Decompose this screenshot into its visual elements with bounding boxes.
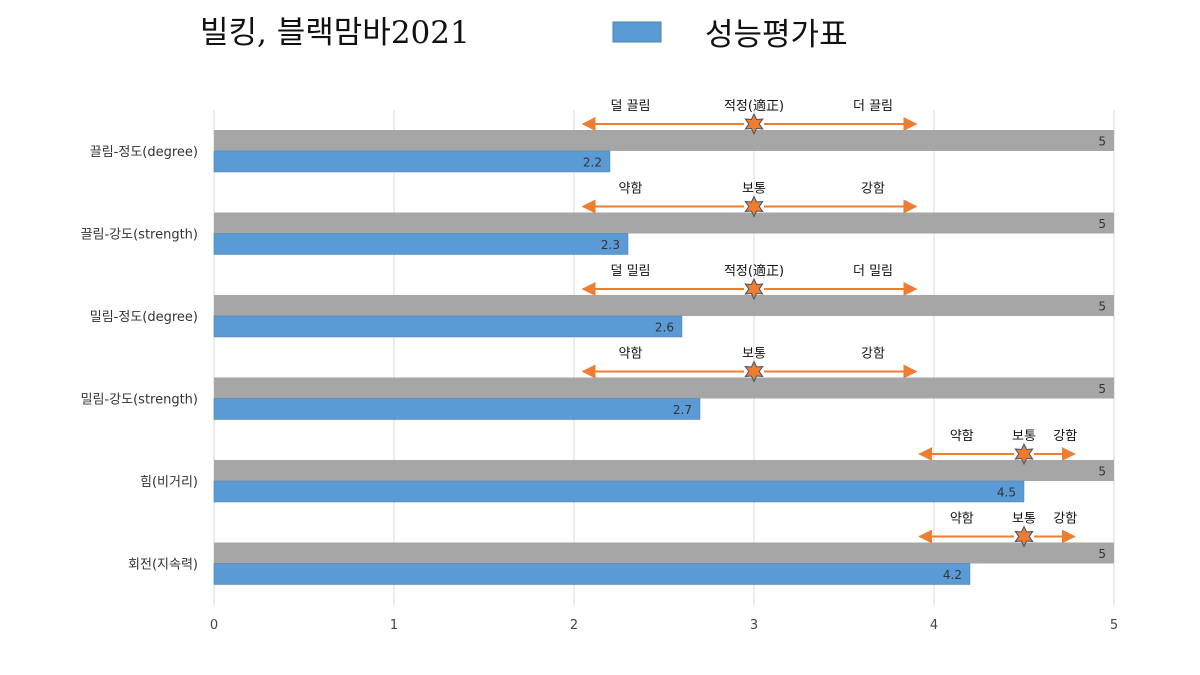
x-tick-label: 2 — [570, 618, 578, 633]
star-marker-icon — [744, 195, 764, 218]
bar-max — [214, 542, 1114, 564]
category-label: 회전(지속력) — [128, 558, 198, 573]
star-marker-icon — [1014, 525, 1034, 548]
axes: 0 1 2 3 4 5 끌림-정도(degree) 끌림-강도(strength) 밀림-정도(… — [81, 145, 1119, 633]
x-tick-label: 4 — [930, 618, 938, 633]
data-label: 4.5 — [997, 486, 1016, 500]
data-label: 2.3 — [601, 238, 620, 252]
data-label: 5 — [1098, 217, 1106, 231]
annotation-center-label: 보통 — [742, 347, 766, 362]
data-label: 5 — [1098, 300, 1106, 314]
annotation-center-label: 보통 — [1012, 429, 1036, 444]
bar-max — [214, 460, 1114, 481]
bar-max — [214, 212, 1114, 234]
annotation-right-label: 강함 — [1053, 429, 1077, 444]
category-label: 끌림-강도(strength) — [81, 228, 198, 243]
annotation-right-label: 더 밀림 — [853, 264, 893, 279]
x-tick-label: 5 — [1110, 618, 1118, 633]
bar-score — [213, 150, 611, 173]
annotation-right-label: 더 끌림 — [853, 99, 893, 114]
legend-label: 성능평가표 — [705, 17, 848, 53]
data-label: 5 — [1098, 547, 1106, 561]
annotation-center-label: 적정(適正) — [724, 98, 784, 114]
bar-score — [213, 315, 683, 338]
legend-swatch — [612, 21, 662, 43]
annotation-left-label: 약함 — [950, 429, 974, 444]
bars: 5 2.2 5 2.3 5 2.6 5 2.7 5 4.5 5 4.2 — [213, 130, 1114, 585]
x-tick-label: 1 — [390, 618, 398, 633]
data-label: 5 — [1098, 135, 1106, 149]
data-label: 2.6 — [655, 321, 674, 335]
annotation-left-label: 덜 끌림 — [610, 99, 650, 114]
bar-max — [214, 295, 1114, 316]
star-marker-icon — [1014, 442, 1034, 466]
annotation-right-label: 강함 — [1053, 512, 1077, 527]
annotation-center-label: 보통 — [1012, 512, 1036, 527]
bar-score — [213, 398, 701, 420]
star-marker-icon — [744, 277, 764, 301]
bar-score — [213, 233, 629, 255]
category-label: 밀림-정도(degree) — [90, 310, 198, 325]
data-label: 4.2 — [943, 568, 962, 582]
x-tick-label: 3 — [750, 618, 758, 633]
data-label: 2.2 — [583, 156, 602, 170]
annotation-center-label: 보통 — [742, 182, 766, 197]
annotation-right-label: 강함 — [861, 347, 885, 362]
category-label: 끌림-정도(degree) — [90, 145, 198, 160]
bar-max — [214, 377, 1114, 399]
annotation-center-label: 적정(適正) — [724, 263, 784, 279]
chart-title: 빌킹, 블랙맘바2021 — [200, 15, 470, 51]
bar-max — [214, 130, 1114, 151]
annotation-left-label: 약함 — [950, 512, 974, 527]
annotation-left-label: 약함 — [619, 182, 643, 197]
star-marker-icon — [744, 360, 764, 383]
data-label: 5 — [1098, 382, 1106, 396]
annotation-left-label: 덜 밀림 — [610, 264, 650, 279]
star-marker-icon — [744, 112, 764, 136]
data-label: 2.7 — [673, 403, 692, 417]
bar-score — [213, 480, 1025, 503]
annotation-left-label: 약함 — [619, 347, 643, 362]
annotation-right-label: 강함 — [861, 182, 885, 197]
data-label: 5 — [1098, 465, 1106, 479]
gridlines — [213, 110, 1115, 605]
bar-score — [213, 563, 971, 585]
category-label: 힘(비거리) — [140, 475, 198, 490]
category-label: 밀림-강도(strength) — [81, 393, 198, 408]
x-tick-label: 0 — [210, 618, 218, 633]
